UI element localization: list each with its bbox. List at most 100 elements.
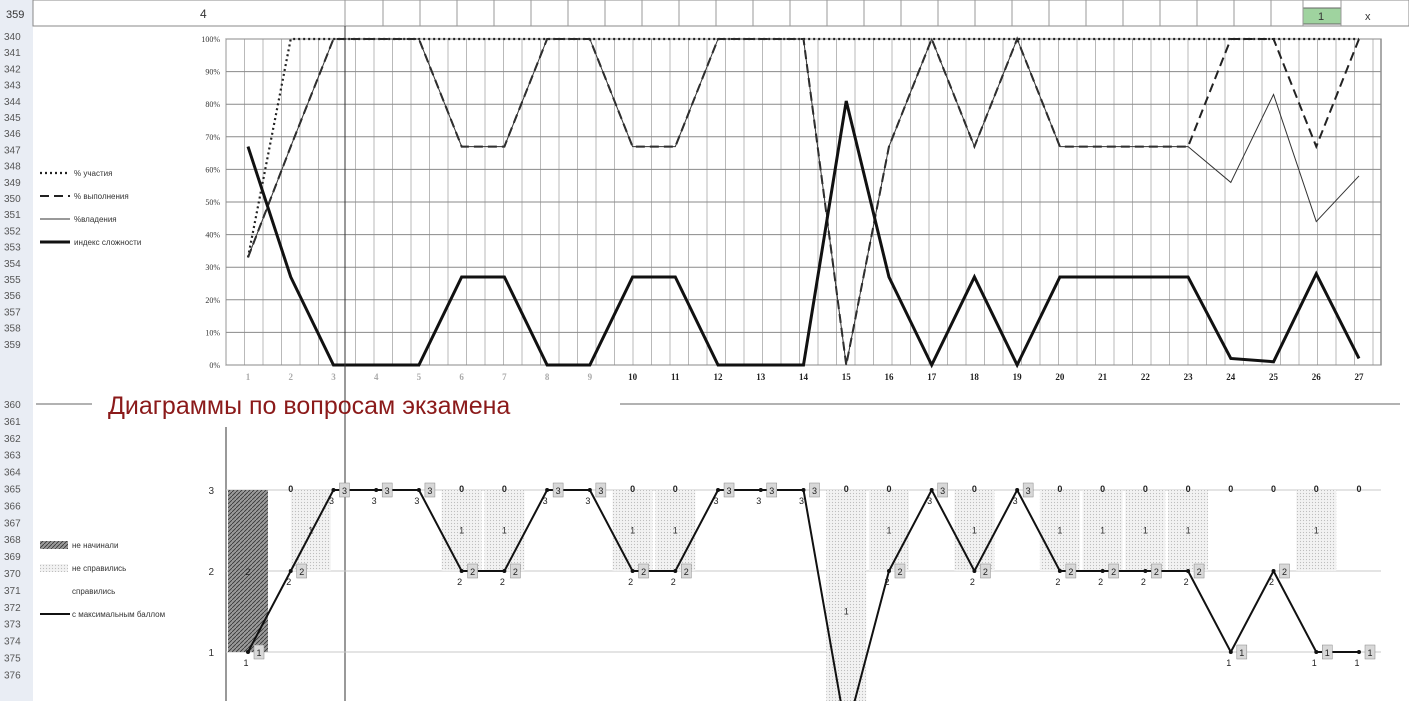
- row-number[interactable]: 365: [4, 485, 21, 496]
- row-number[interactable]: 363: [4, 451, 21, 462]
- row-number[interactable]: 372: [4, 603, 21, 614]
- value-box: [296, 563, 307, 579]
- row-number[interactable]: 348: [4, 162, 21, 173]
- top-chart: 0%10%20%30%40%50%60%70%80%90%100%1 2 3 4 5 6 7…: [40, 26, 1382, 701]
- value-box: [1236, 644, 1248, 660]
- bar-failed: [612, 490, 653, 571]
- row-number[interactable]: 359: [4, 340, 21, 351]
- value-label: 3: [812, 486, 817, 496]
- x-tick-label: 27: [1355, 372, 1365, 382]
- value-label: 3: [556, 486, 561, 496]
- value-label: 2: [470, 567, 475, 577]
- value-label-below: 3: [414, 496, 419, 506]
- header-row-number[interactable]: 359: [6, 9, 24, 21]
- row-number[interactable]: 352: [4, 226, 21, 237]
- row-numbers: 340 341 342 343 344 345 346 347 348 349 350 351 352 3…: [4, 32, 21, 681]
- x-tick-label: 15: [842, 372, 852, 382]
- zero-mark: 0: [1228, 484, 1233, 494]
- row-number[interactable]: 347: [4, 145, 21, 156]
- row-number[interactable]: 367: [4, 518, 21, 529]
- row-number[interactable]: 345: [4, 113, 21, 124]
- row-number[interactable]: 342: [4, 64, 21, 75]
- data-point: [502, 569, 507, 573]
- row-number[interactable]: 344: [4, 97, 21, 108]
- bar-failed: [655, 490, 696, 571]
- row-number[interactable]: 346: [4, 129, 21, 140]
- value-box: [809, 482, 820, 498]
- row-number[interactable]: 350: [4, 194, 21, 205]
- row-number[interactable]: 374: [4, 637, 21, 648]
- row-number[interactable]: 355: [4, 275, 21, 286]
- row-number[interactable]: 368: [4, 535, 21, 546]
- x-tick-label: 6: [459, 372, 464, 382]
- row-number[interactable]: 375: [4, 654, 21, 665]
- bar-label: 1: [1057, 526, 1062, 536]
- value-label: 3: [598, 486, 603, 496]
- value-label-below: 3: [714, 496, 719, 506]
- row-number[interactable]: 351: [4, 210, 21, 221]
- bar-failed: [826, 490, 867, 706]
- legend-label: %владения: [74, 215, 117, 224]
- y-tick-label: 3: [208, 486, 214, 497]
- x-tick-label: 10: [628, 372, 638, 382]
- zero-mark: 0: [673, 484, 678, 494]
- value-label-below: 3: [799, 496, 804, 506]
- row-number[interactable]: 358: [4, 324, 21, 335]
- y-tick-label: 100%: [201, 35, 220, 44]
- value-label-below: 1: [1226, 658, 1231, 668]
- value-label-below: 1: [1312, 658, 1317, 668]
- bar-label: 2: [245, 567, 250, 577]
- row-number[interactable]: 343: [4, 81, 21, 92]
- x-tick-label: 22: [1141, 372, 1151, 382]
- row-number[interactable]: 362: [4, 434, 21, 445]
- legend-label: % участия: [74, 169, 112, 178]
- bar-failed: [1168, 490, 1209, 571]
- row-number[interactable]: 370: [4, 569, 21, 580]
- row-number[interactable]: 357: [4, 307, 21, 318]
- row-number[interactable]: 371: [4, 586, 21, 597]
- y-tick-label: 50%: [205, 198, 220, 207]
- value-label-below: 2: [1141, 577, 1146, 587]
- header-cell-value[interactable]: 4: [200, 7, 207, 21]
- row-number[interactable]: 364: [4, 468, 21, 479]
- row-number[interactable]: 366: [4, 501, 21, 512]
- value-label: 1: [1367, 648, 1372, 658]
- row-header-column: [0, 0, 33, 701]
- series-line: [247, 37, 1360, 366]
- data-point: [716, 488, 721, 492]
- row-number[interactable]: 360: [4, 400, 21, 411]
- series-line: [246, 100, 1361, 369]
- data-point: [886, 569, 891, 573]
- value-box: [1279, 563, 1290, 579]
- x-tick-label: 7: [502, 372, 507, 382]
- header-right-cell[interactable]: x: [1365, 11, 1371, 23]
- row-number[interactable]: 376: [4, 670, 21, 681]
- bar-label: 1: [459, 526, 464, 536]
- data-point: [1228, 650, 1233, 654]
- row-number[interactable]: 361: [4, 417, 21, 428]
- value-label-below: 1: [1354, 658, 1359, 668]
- x-tick-label: 25: [1269, 372, 1279, 382]
- row-number[interactable]: 341: [4, 48, 21, 59]
- row-number[interactable]: 349: [4, 178, 21, 189]
- bar-label: 1: [1143, 526, 1148, 536]
- value-label-below: 3: [585, 496, 590, 506]
- x-tick-label: 26: [1312, 372, 1322, 382]
- row-number[interactable]: 356: [4, 291, 21, 302]
- bar-label: 1: [630, 526, 635, 536]
- row-number[interactable]: 373: [4, 620, 21, 631]
- value-label: 3: [940, 486, 945, 496]
- row-number[interactable]: 340: [4, 32, 21, 43]
- bar-label: 1: [886, 526, 891, 536]
- bar-label: 1: [308, 526, 313, 536]
- row-number[interactable]: 369: [4, 552, 21, 563]
- value-label: 2: [897, 567, 902, 577]
- y-tick-label: 10%: [205, 328, 220, 337]
- value-label: 3: [1026, 486, 1031, 496]
- value-box: [467, 563, 478, 579]
- zero-mark: 0: [1314, 484, 1319, 494]
- row-number[interactable]: 354: [4, 259, 21, 270]
- row-number[interactable]: 353: [4, 243, 21, 254]
- bar-label: 1: [1314, 526, 1319, 536]
